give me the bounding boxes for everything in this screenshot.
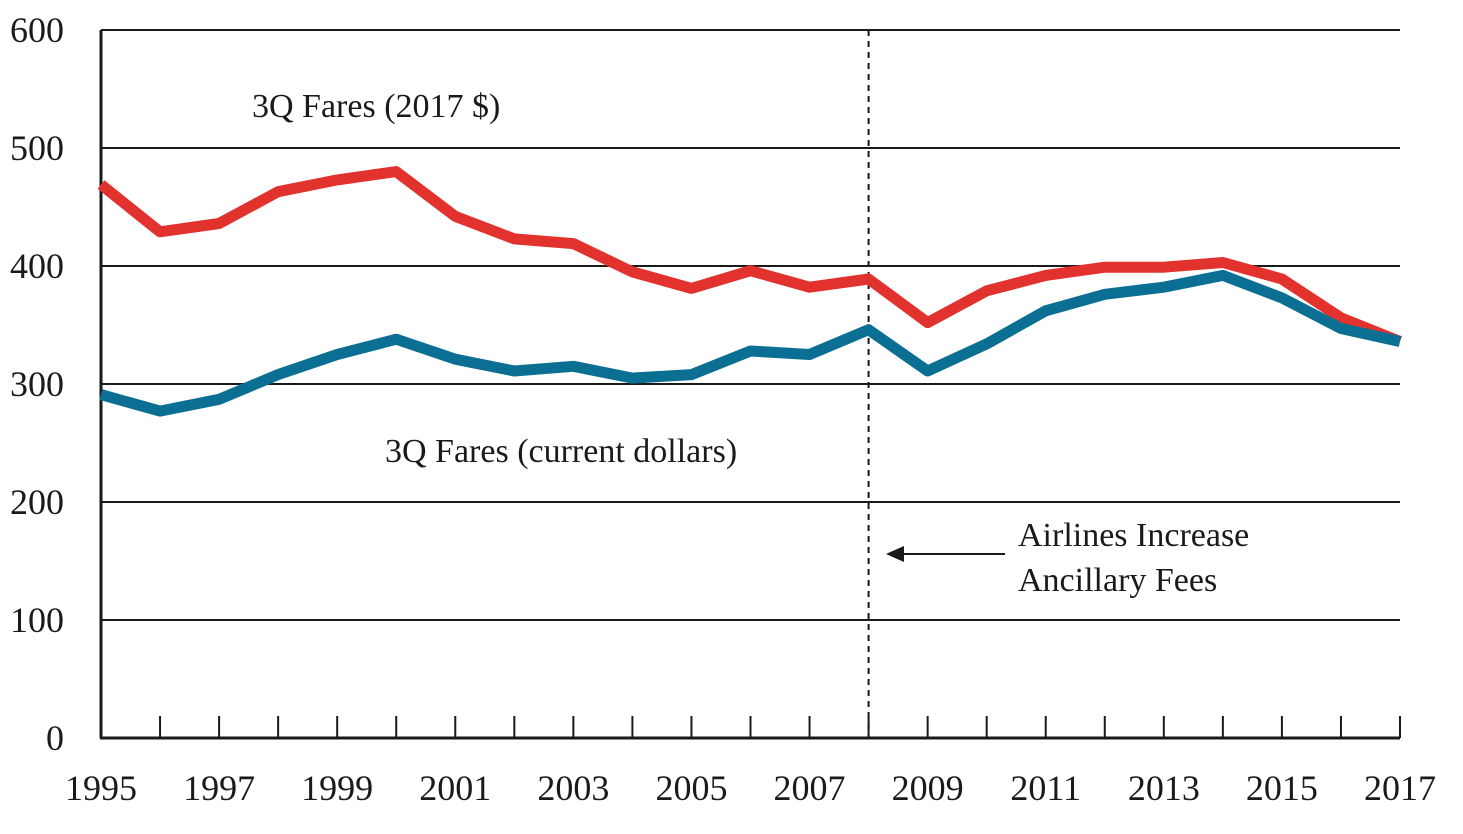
annotation-ancillary-fees: Airlines Increase Ancillary Fees (886, 517, 1249, 599)
x-tick-label-1999: 1999 (301, 768, 373, 808)
grid-lines (101, 29, 1400, 621)
series-label-current-fares: 3Q Fares (current dollars) (385, 433, 737, 470)
y-tick-label-300: 300 (10, 364, 64, 404)
x-tick-label-2005: 2005 (655, 768, 727, 808)
x-tick-label-2015: 2015 (1246, 768, 1318, 808)
y-tick-label-0: 0 (46, 718, 64, 758)
x-tick-label-2003: 2003 (537, 768, 609, 808)
annotation-line-2: Ancillary Fees (1018, 562, 1217, 599)
y-tick-label-600: 600 (10, 10, 64, 50)
x-tick-labels: 1995 1997 1999 2001 2003 2005 2007 2009 2011 2013… (65, 768, 1436, 808)
y-tick-label-100: 100 (10, 600, 64, 640)
annotation-arrow-head-icon (886, 546, 904, 562)
x-tick-label-2013: 2013 (1128, 768, 1200, 808)
x-tick-label-2011: 2011 (1010, 768, 1081, 808)
axes (99, 30, 1401, 740)
x-tick-label-1997: 1997 (183, 768, 255, 808)
series-line-current-dollars (99, 269, 1402, 417)
series-label-real-fares: 3Q Fares (2017 $) (252, 88, 500, 125)
series-line-real-2017-dollars (97, 166, 1403, 347)
x-tick-label-2017: 2017 (1364, 768, 1436, 808)
y-tick-labels: 0 100 200 300 400 500 600 (10, 10, 64, 758)
x-tick-label-2001: 2001 (419, 768, 491, 808)
x-tick-label-2007: 2007 (774, 768, 846, 808)
annotation-line-1: Airlines Increase (1018, 517, 1249, 554)
x-tick-label-1995: 1995 (65, 768, 137, 808)
y-tick-label-500: 500 (10, 128, 64, 168)
x-tick-label-2009: 2009 (892, 768, 964, 808)
y-tick-label-200: 200 (10, 482, 64, 522)
series-lines (97, 166, 1403, 417)
y-tick-label-400: 400 (10, 246, 64, 286)
